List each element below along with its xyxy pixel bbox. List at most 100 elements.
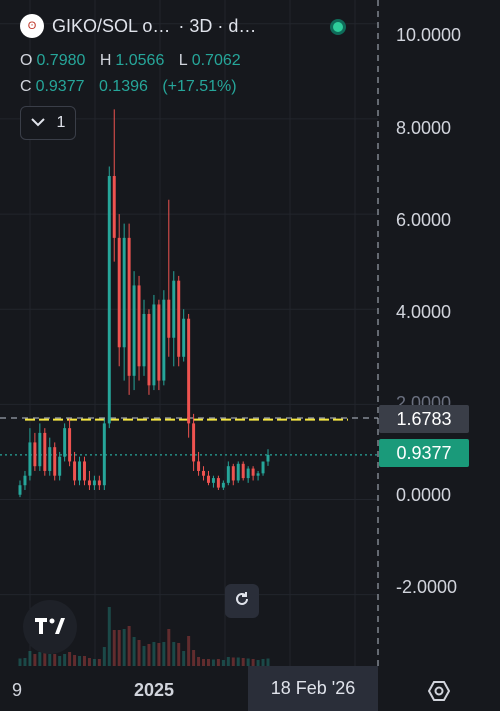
volume-bar (48, 654, 52, 666)
candle-body (92, 480, 96, 486)
open-value: 0.7980 (36, 52, 86, 69)
candle-body (73, 461, 77, 481)
candle-body (202, 470, 206, 476)
candle-body (236, 463, 240, 481)
candle-body (117, 237, 121, 348)
volume-bar (97, 659, 101, 666)
candle-body (33, 442, 37, 467)
volume-bar (147, 644, 151, 666)
volume-bar (256, 660, 260, 666)
candle-body (266, 454, 270, 462)
candle-body (63, 428, 67, 457)
candles-layer (18, 109, 270, 498)
candle-body (231, 466, 235, 481)
volume-bar (137, 640, 141, 666)
candle-body (78, 461, 82, 481)
volume-bar (28, 651, 32, 666)
tradingview-logo-icon[interactable] (23, 600, 77, 654)
candle-body (206, 475, 210, 483)
volume-bar (172, 642, 176, 666)
volume-bar (216, 659, 220, 666)
candle-body (18, 485, 22, 495)
close-value: 0.9377 (35, 78, 85, 95)
change-percent: (+17.51%) (162, 78, 237, 95)
chart-header[interactable]: ʘ GIKO/SOL o… · 3D · d… (20, 14, 256, 38)
candle-body (97, 480, 101, 486)
candle-body (187, 318, 191, 424)
candle-body (82, 461, 86, 481)
volume-bar (107, 607, 111, 666)
candle-body (226, 466, 230, 483)
volume-bar (68, 652, 72, 666)
candle-body (127, 237, 131, 376)
volume-bar (142, 646, 146, 666)
candle-body (28, 442, 32, 476)
crosshair-price-tag: 1.6783 (379, 405, 469, 433)
volume-bar (78, 656, 82, 666)
candle-body (48, 447, 52, 471)
volume-bar (202, 659, 206, 666)
settings-icon[interactable] (427, 680, 451, 702)
candle-body (251, 468, 255, 476)
low-value: 0.7062 (191, 52, 241, 69)
volume-bar (211, 659, 215, 666)
candle-body (102, 423, 106, 486)
candle-body (137, 285, 141, 367)
volume-bar (177, 643, 181, 666)
chevron-down-icon (30, 114, 45, 132)
volume-bar (87, 658, 91, 666)
candle-body (241, 463, 245, 479)
candle-body (172, 280, 176, 338)
volume-bar (38, 652, 42, 666)
volume-bar (43, 652, 47, 666)
volume-bar (58, 656, 62, 666)
candle-body (132, 285, 136, 376)
volume-bar (127, 626, 131, 666)
volume-bar (53, 654, 57, 666)
volume-bar (221, 660, 225, 666)
candle-body (43, 432, 47, 471)
candle-body (261, 461, 265, 474)
candle-body (221, 482, 225, 488)
volume-bar (122, 629, 126, 666)
pair-name[interactable]: GIKO/SOL o… (52, 15, 171, 36)
price-axis-label: 0.0000 (396, 485, 452, 505)
volume-bar (246, 658, 250, 666)
volume-bar (266, 658, 270, 666)
volume-layer (18, 607, 270, 666)
low-label: L (178, 52, 188, 69)
reset-chart-button[interactable] (225, 584, 259, 618)
candle-body (157, 304, 161, 381)
candle-body (246, 468, 250, 479)
giko-face-icon: ʘ (20, 14, 44, 38)
interval-label[interactable]: · 3D · d… (178, 15, 257, 36)
price-axis-label: -2.0000 (396, 577, 458, 597)
volume-bar (192, 650, 196, 666)
volume-bar (206, 659, 210, 666)
high-value: 1.0566 (115, 52, 165, 69)
candle-body (23, 475, 27, 486)
live-dot-icon (330, 19, 346, 35)
close-label: C (20, 78, 32, 95)
candle-body (162, 299, 166, 381)
volume-bar (73, 655, 77, 666)
candle-body (192, 423, 196, 462)
candle-body (152, 304, 156, 386)
time-axis-year-label: 2025 (134, 680, 175, 700)
volume-bar (241, 658, 245, 666)
candle-body (147, 313, 151, 386)
candle-body (112, 176, 116, 238)
candle-body (182, 318, 186, 357)
candle-body (122, 237, 126, 348)
candle-body (142, 313, 146, 367)
candle-body (53, 447, 57, 476)
volume-bar (231, 657, 235, 666)
candle-body (38, 432, 42, 467)
volume-bar (197, 657, 201, 666)
volume-bar (63, 654, 67, 666)
collapse-indicators-button[interactable]: 1 (20, 106, 76, 140)
ohlc-row-2: C 0.9377 0.1396 (+17.51%) (20, 78, 247, 96)
crosshair-date-tag: 18 Feb '26 (248, 666, 378, 711)
time-axis-label: 9 (12, 680, 23, 700)
